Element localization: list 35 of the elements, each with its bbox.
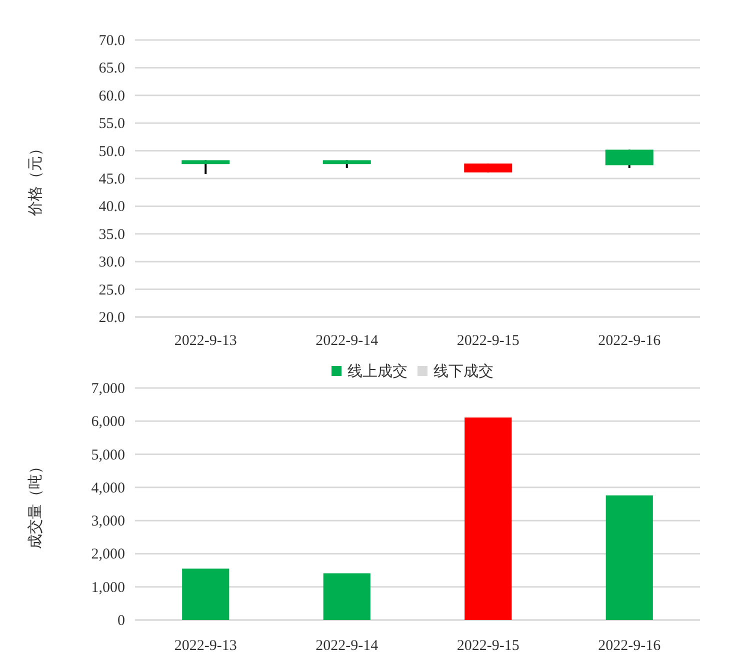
x-tick-label: 2022-9-16 — [598, 638, 662, 654]
x-tick-label: 2022-9-16 — [598, 333, 662, 349]
y-tick-label: 65.0 — [98, 60, 125, 77]
x-tick-label: 2022-9-14 — [316, 333, 379, 349]
y-tick-label: 55.0 — [98, 116, 125, 132]
y-tick-label: 50.0 — [98, 144, 125, 160]
y-tick-label: 40.0 — [98, 199, 125, 216]
y-tick-label: 3,000 — [91, 514, 125, 530]
x-tick-label: 2022-9-15 — [456, 333, 520, 349]
y-tick-label: 1,000 — [91, 580, 125, 596]
bar — [182, 568, 230, 620]
bar — [606, 495, 653, 620]
bar — [464, 417, 512, 620]
legend-label: 线下成交 — [434, 363, 494, 380]
y-tick-label: 4,000 — [91, 480, 125, 496]
x-tick-label: 2022-9-15 — [456, 638, 520, 654]
y-tick-label: 45.0 — [98, 172, 125, 188]
bar — [323, 573, 370, 620]
y-tick-label: 25.0 — [98, 282, 125, 298]
y-tick-label: 0 — [118, 613, 125, 629]
x-tick-label: 2022-9-13 — [174, 333, 237, 349]
y-tick-label: 60.0 — [98, 88, 125, 104]
y-tick-label: 70.0 — [98, 33, 125, 49]
y-tick-label: 5,000 — [91, 447, 125, 464]
x-tick-label: 2022-9-13 — [174, 638, 237, 654]
y-tick-label: 35.0 — [98, 226, 125, 243]
y-axis-title: 成交量（吨） — [27, 459, 44, 549]
x-tick-label: 2022-9-14 — [316, 638, 379, 654]
y-tick-label: 6,000 — [91, 414, 125, 430]
legend-label: 线上成交 — [348, 363, 408, 380]
y-tick-label: 7,000 — [91, 381, 125, 397]
y-tick-label: 20.0 — [98, 310, 125, 326]
y-tick-label: 2,000 — [91, 546, 125, 563]
y-tick-label: 30.0 — [98, 254, 125, 271]
y-axis-title: 价格（元） — [27, 141, 44, 217]
